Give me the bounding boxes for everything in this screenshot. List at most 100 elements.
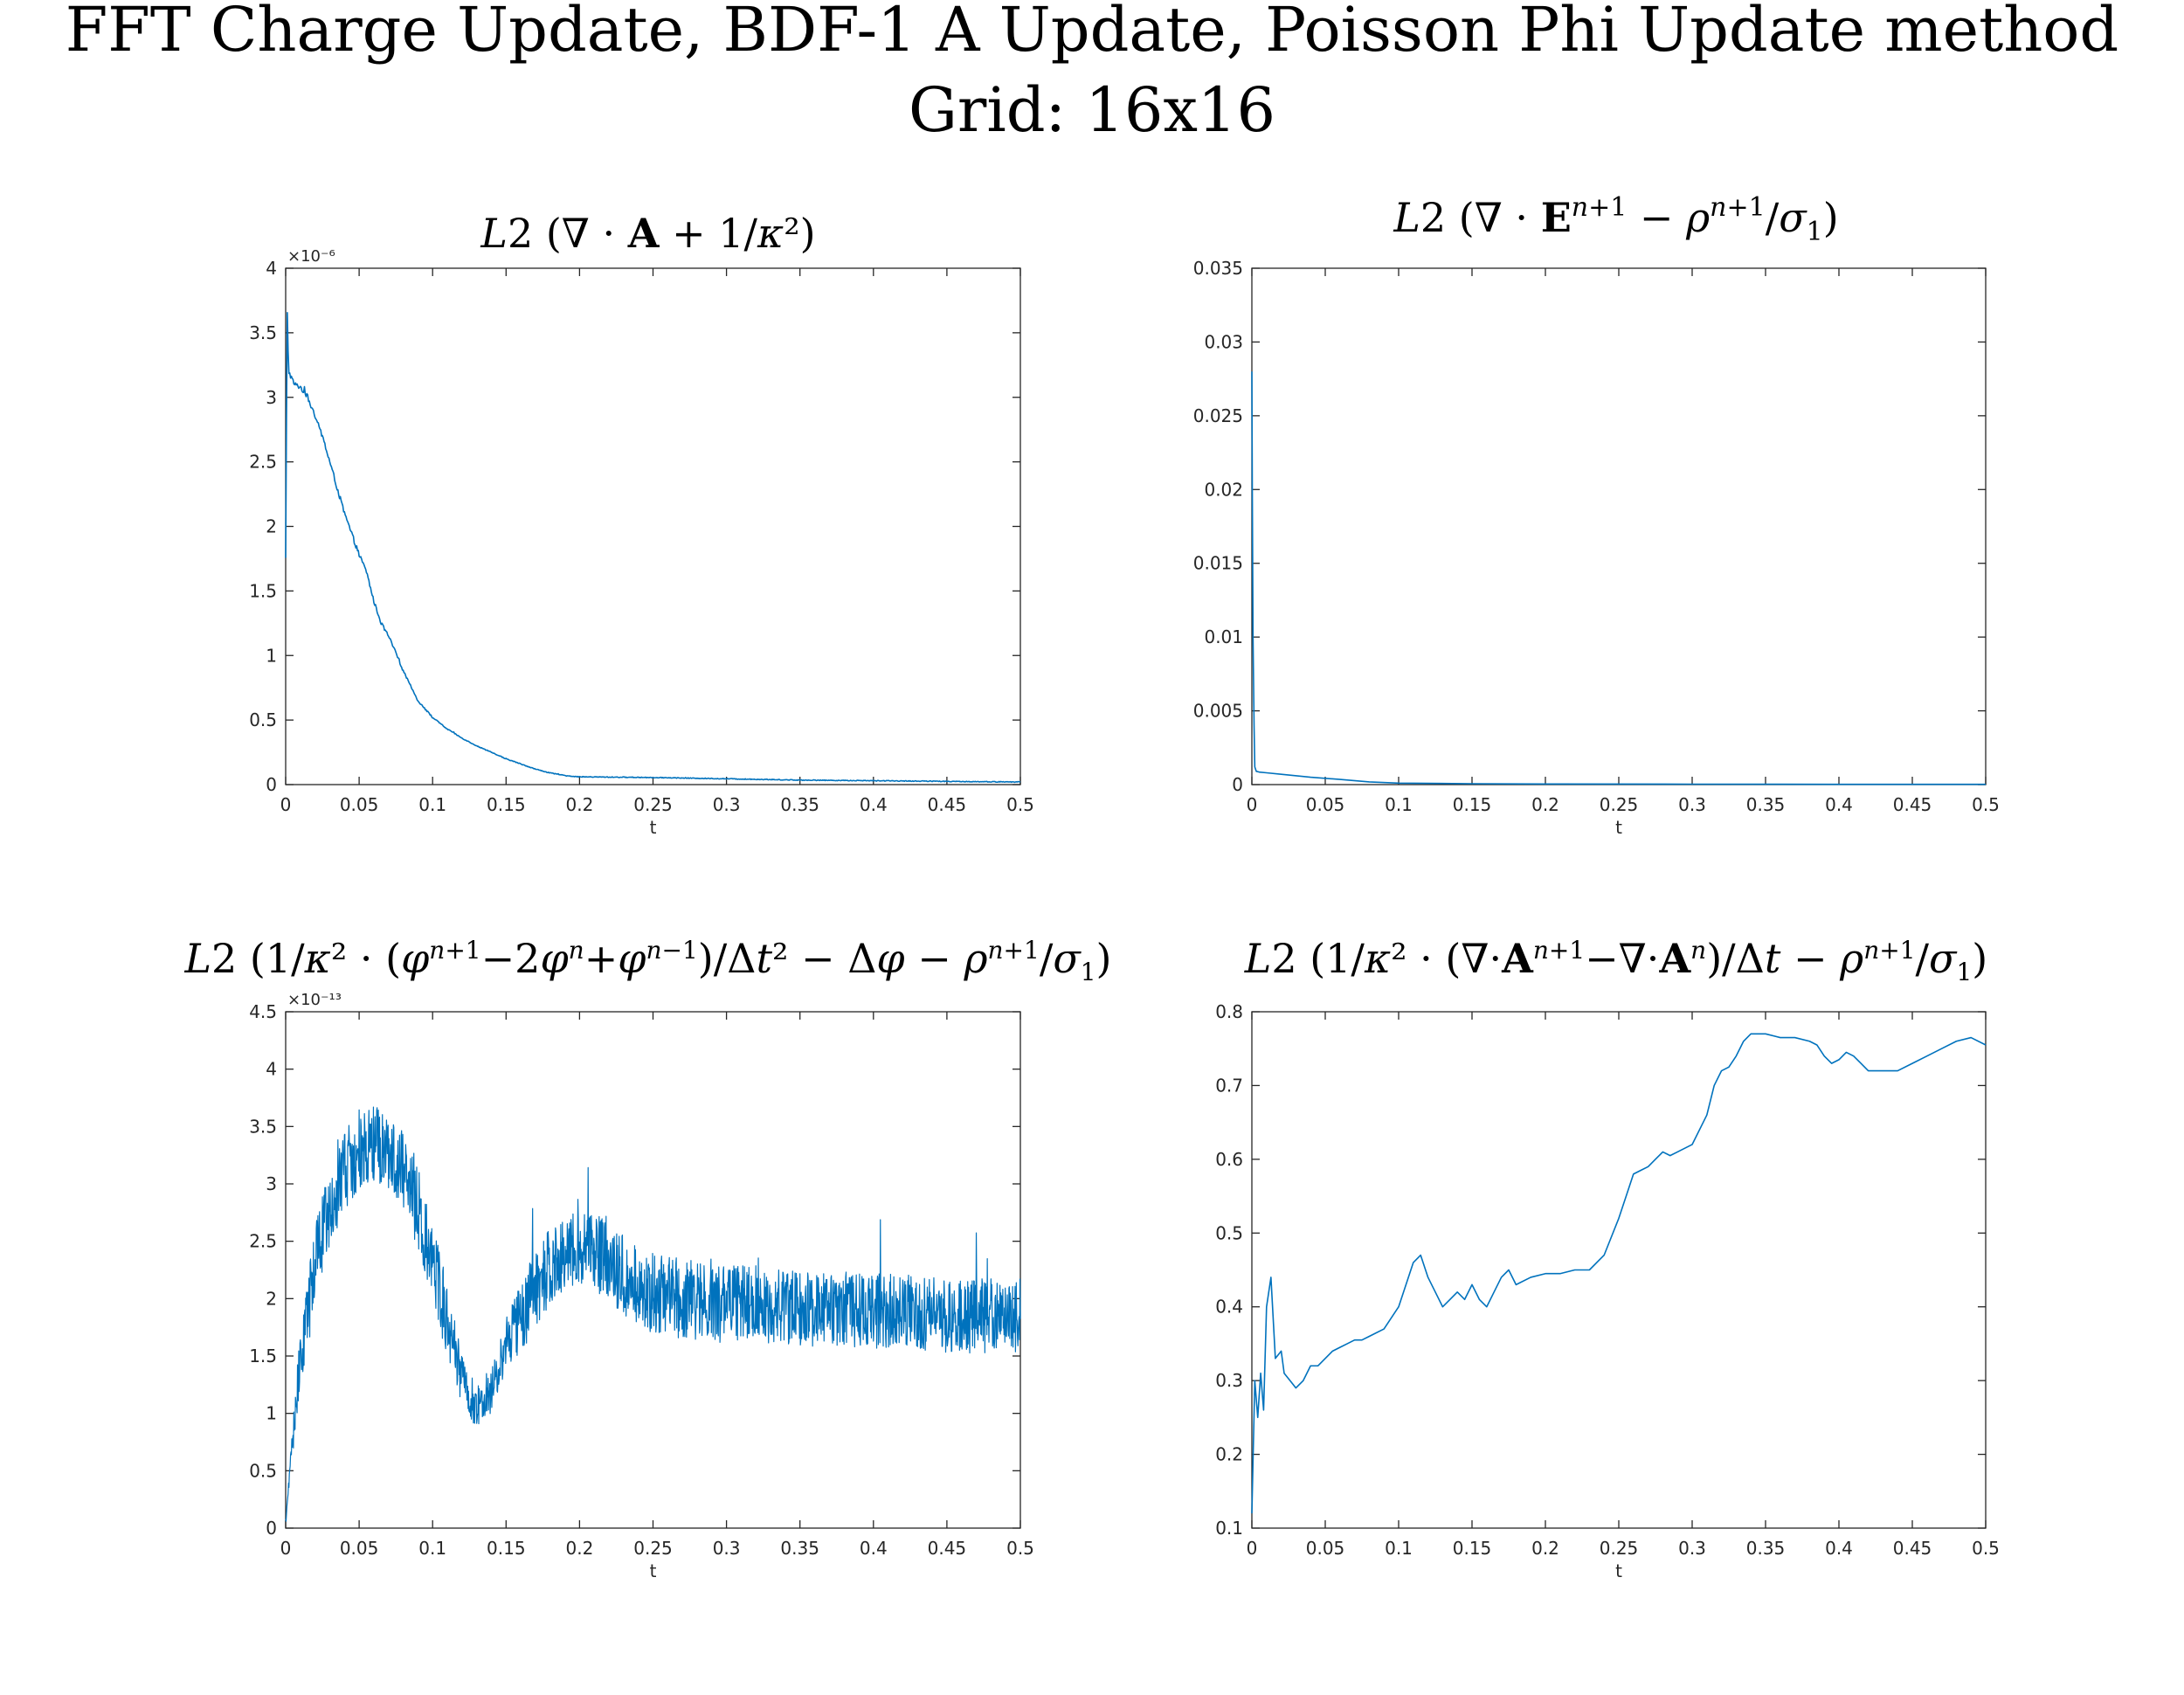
y-tick-label: 4: [266, 258, 277, 279]
x-tick-label: 0.2: [565, 794, 593, 815]
series-line: [1251, 371, 1986, 785]
figure-title-line1: FFT Charge Update, BDF-1 A Update, Poiss…: [66, 0, 2119, 66]
y-tick-label: 4.5: [249, 1001, 277, 1022]
y-tick-label: 0.015: [1193, 553, 1243, 574]
y-tick-label: 0.4: [1215, 1297, 1243, 1318]
y-exponent-label: ×10⁻¹³: [287, 991, 342, 1009]
x-tick-label: 0.5: [1972, 1538, 2000, 1559]
panel-3-title: L2 (1/κ² · (φn+1−2φn+φn−1)/Δt² − Δφ − ρn…: [183, 935, 1111, 986]
x-tick-label: 0.45: [1893, 1538, 1932, 1559]
plot-area: [1251, 267, 1987, 785]
y-tick-label: 1: [266, 1403, 277, 1424]
panel-1-title: L2 (∇ · A + 1/κ²): [480, 210, 815, 257]
figure-title-line2: Grid: 16x16: [909, 74, 1275, 146]
y-tick-label: 0.5: [1215, 1222, 1243, 1243]
x-tick-label: 0.1: [418, 1538, 446, 1559]
y-tick-label: 4: [266, 1059, 277, 1080]
y-tick-label: 0.5: [249, 709, 277, 730]
x-tick-label: 0.25: [633, 794, 673, 815]
x-tick-label: 0.45: [928, 1538, 967, 1559]
x-tick-label: 0.4: [1825, 794, 1853, 815]
y-tick-label: 0.02: [1204, 479, 1243, 500]
x-axis-label: t: [650, 1560, 657, 1581]
x-tick-label: 0.45: [1893, 794, 1932, 815]
y-tick-label: 0: [266, 774, 277, 795]
x-tick-label: 0.45: [928, 794, 967, 815]
x-tick-label: 0.05: [1306, 1538, 1345, 1559]
plot-area: [285, 267, 1021, 785]
y-tick-label: 0.3: [1215, 1370, 1243, 1391]
x-axis-label: t: [1615, 817, 1622, 838]
panel-2-title: L2 (∇ · En+1 − ρn+1/σ1): [1393, 192, 1838, 247]
x-tick-label: 0.3: [713, 1538, 741, 1559]
series-line: [285, 1106, 1021, 1522]
x-tick-label: 0.3: [713, 794, 741, 815]
y-tick-label: 0: [266, 1518, 277, 1539]
y-tick-label: 2: [266, 516, 277, 537]
y-tick-label: 0.1: [1215, 1518, 1243, 1539]
x-tick-label: 0.15: [487, 1538, 526, 1559]
y-tick-label: 1.5: [249, 580, 277, 601]
y-tick-label: 0.2: [1215, 1444, 1243, 1465]
y-tick-label: 0.01: [1204, 626, 1243, 647]
x-tick-label: 0.15: [1453, 1538, 1492, 1559]
x-tick-label: 0.15: [487, 794, 526, 815]
panel-3: 0 0.05 0.1 0.15 0.2 0.25 0.3 0.35 0.4 0.45 0.5 0 0.5…: [249, 991, 1034, 1581]
x-tick-label: 0.35: [1746, 1538, 1786, 1559]
x-tick-label: 0: [1247, 794, 1258, 815]
plot-area: [1251, 1011, 1987, 1529]
y-tick-label: 2: [266, 1288, 277, 1309]
x-tick-label: 0.2: [1531, 1538, 1559, 1559]
y-tick-label: 3.5: [249, 322, 277, 343]
x-tick-label: 0.4: [860, 794, 888, 815]
x-tick-label: 0: [280, 1538, 292, 1559]
y-tick-label: 1: [266, 645, 277, 666]
y-tick-label: 0.6: [1215, 1149, 1243, 1170]
x-tick-label: 0.05: [340, 794, 379, 815]
x-tick-label: 0.2: [565, 1538, 593, 1559]
x-tick-label: 0.4: [1825, 1538, 1853, 1559]
x-tick-label: 0.3: [1678, 794, 1706, 815]
x-tick-label: 0.1: [1385, 1538, 1413, 1559]
x-axis-label: t: [650, 817, 657, 838]
x-tick-label: 0.05: [340, 1538, 379, 1559]
panel-4-title: L2 (1/κ² · (∇·An+1−∇·An)/Δt − ρn+1/σ1): [1244, 935, 1987, 986]
y-tick-label: 3: [266, 387, 277, 408]
x-axis-label: t: [1615, 1560, 1622, 1581]
x-tick-label: 0.5: [1972, 794, 2000, 815]
y-exponent-label: ×10⁻⁶: [287, 247, 335, 266]
panel-1: 0 0.05 0.1 0.15 0.2 0.25 0.3 0.35 0.4 0.45 0.5 0 0.5…: [249, 247, 1034, 838]
y-tick-label: 0.7: [1215, 1075, 1243, 1096]
y-tick-label: 0.8: [1215, 1001, 1243, 1022]
x-tick-label: 0.1: [1385, 794, 1413, 815]
y-tick-label: 0.03: [1204, 331, 1243, 352]
x-tick-label: 0.15: [1453, 794, 1492, 815]
y-tick-label: 2.5: [249, 1231, 277, 1252]
x-tick-label: 0.35: [1746, 794, 1786, 815]
y-tick-label: 1.5: [249, 1346, 277, 1366]
y-tick-label: 2.5: [249, 452, 277, 473]
x-tick-label: 0.25: [633, 1538, 673, 1559]
x-tick-label: 0.4: [860, 1538, 888, 1559]
y-tick-label: 3: [266, 1173, 277, 1194]
x-tick-label: 0.25: [1600, 1538, 1639, 1559]
x-tick-label: 0.5: [1006, 794, 1034, 815]
y-tick-label: 0.005: [1193, 701, 1243, 722]
y-tick-label: 0.035: [1193, 258, 1243, 279]
x-tick-label: 0: [1247, 1538, 1258, 1559]
series-line: [285, 311, 1021, 784]
y-tick-label: 0: [1232, 774, 1243, 795]
y-tick-label: 3.5: [249, 1116, 277, 1137]
x-tick-label: 0.25: [1600, 794, 1639, 815]
series-line: [1251, 1033, 1987, 1514]
x-tick-label: 0.35: [780, 1538, 819, 1559]
x-tick-label: 0.05: [1306, 794, 1345, 815]
x-tick-label: 0.5: [1006, 1538, 1034, 1559]
y-tick-label: 0.025: [1193, 405, 1243, 426]
x-tick-label: 0.35: [780, 794, 819, 815]
x-tick-label: 0.2: [1531, 794, 1559, 815]
panel-4: 0 0.05 0.1 0.15 0.2 0.25 0.3 0.35 0.4 0.45 0.5 0.1 0…: [1215, 1001, 2000, 1581]
panel-2: 0 0.05 0.1 0.15 0.2 0.25 0.3 0.35 0.4 0.45 0.5 0 0.0…: [1193, 258, 2000, 838]
x-tick-label: 0: [280, 794, 292, 815]
x-tick-label: 0.3: [1678, 1538, 1706, 1559]
